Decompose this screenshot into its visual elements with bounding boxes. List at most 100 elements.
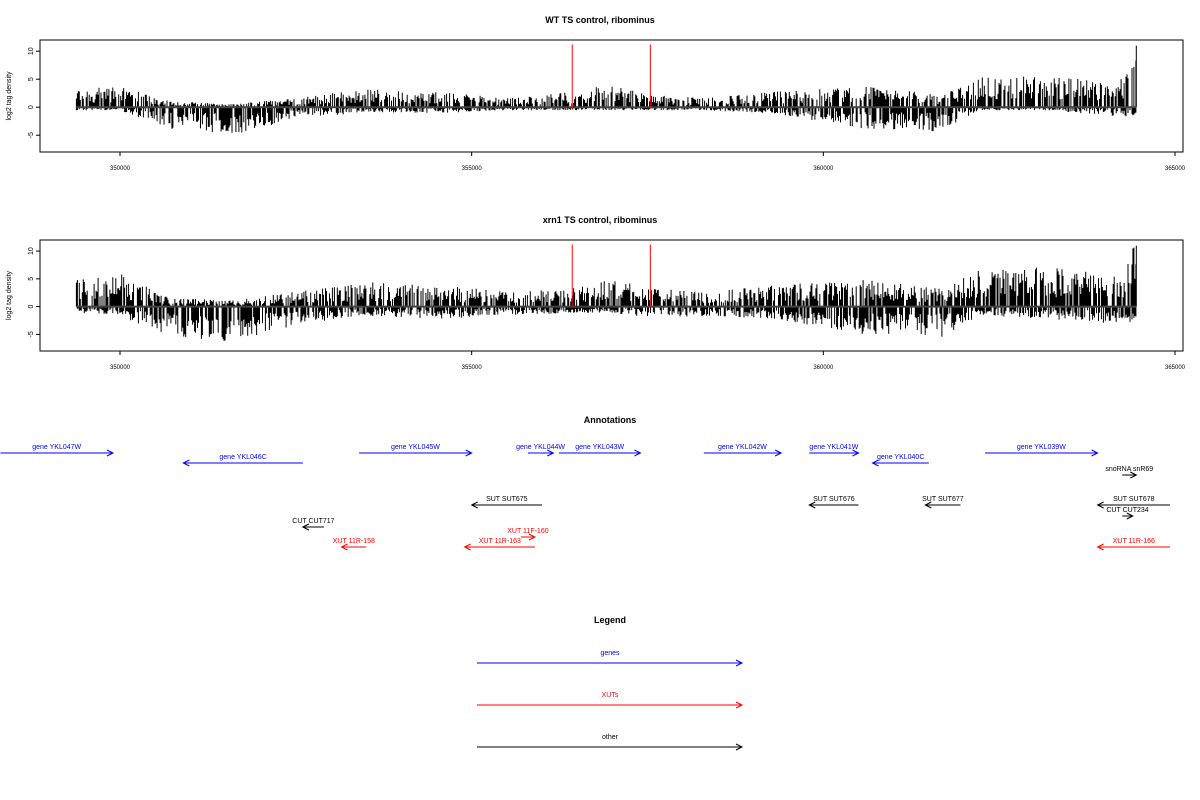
legend-arrow-head bbox=[735, 701, 744, 709]
annotation-label: gene YKL046C bbox=[219, 454, 266, 461]
annotation-item: gene YKL047W bbox=[0, 444, 115, 457]
annotation-arrow-head bbox=[1126, 512, 1134, 520]
annotation-label: gene YKL044W bbox=[516, 444, 565, 451]
annotation-arrow-head bbox=[1130, 471, 1138, 479]
density-bars bbox=[75, 245, 1137, 341]
legend-arrow-head bbox=[735, 659, 744, 667]
legend-title: Legend bbox=[594, 615, 626, 625]
annotation-label: gene YKL039W bbox=[1017, 444, 1066, 451]
annotation-arrow-head bbox=[106, 449, 115, 457]
annotation-item: gene YKL043W bbox=[558, 444, 642, 457]
annotation-label: gene YKL047W bbox=[32, 444, 81, 451]
y-tick-label: 10 bbox=[28, 247, 35, 255]
annotation-label: XUT 11R-158 bbox=[333, 538, 375, 545]
annotation-item: gene YKL041W bbox=[809, 444, 860, 457]
legend-item: other bbox=[477, 734, 744, 751]
annotation-item: SUT SUT676 bbox=[808, 496, 859, 509]
annotation-item: XUT 11R-158 bbox=[333, 538, 375, 551]
legend-label: genes bbox=[600, 650, 620, 657]
annotation-label: gene YKL042W bbox=[718, 444, 767, 451]
annotation-label: SUT SUT676 bbox=[813, 496, 855, 503]
annotation-item: gene YKL044W bbox=[516, 444, 565, 457]
annotation-arrow-head bbox=[634, 449, 642, 457]
annotation-arrow-head bbox=[924, 501, 932, 509]
y-tick-label: 0 bbox=[28, 305, 35, 309]
annotation-item: XUT 11F-160 bbox=[507, 528, 549, 541]
x-tick-label: 360000 bbox=[813, 365, 834, 371]
annotation-arrow-head bbox=[340, 543, 348, 551]
annotation-arrow-head bbox=[1096, 501, 1104, 509]
legend-arrow-head bbox=[735, 743, 744, 751]
annotation-item: gene YKL042W bbox=[703, 444, 783, 457]
x-tick-label: 360000 bbox=[813, 166, 834, 172]
y-axis-label: log2 tag density bbox=[6, 270, 13, 320]
x-tick-label: 365000 bbox=[1165, 166, 1186, 172]
density-bars bbox=[75, 45, 1137, 133]
y-tick-label: 0 bbox=[28, 105, 35, 109]
annotation-arrow-head bbox=[547, 449, 555, 457]
annotation-item: SUT SUT675 bbox=[470, 496, 542, 509]
annotation-item: gene YKL040C bbox=[871, 454, 929, 467]
y-tick-label: 10 bbox=[28, 47, 35, 55]
annotation-item: CUT CUT234 bbox=[1106, 507, 1149, 520]
annotation-label: CUT CUT234 bbox=[1106, 507, 1148, 514]
annotation-arrow-head bbox=[463, 543, 471, 551]
annotation-label: XUT 11R-163 bbox=[479, 538, 521, 545]
annotations-title: Annotations bbox=[584, 415, 637, 425]
x-tick-label: 355000 bbox=[462, 365, 483, 371]
annotation-item: XUT 11R-163 bbox=[463, 538, 535, 551]
x-tick-label: 365000 bbox=[1165, 365, 1186, 371]
annotation-arrow-head bbox=[528, 533, 537, 541]
annotation-item: XUT 11R-166 bbox=[1096, 538, 1170, 551]
annotation-label: SUT SUT677 bbox=[922, 496, 964, 503]
annotation-item: gene YKL045W bbox=[359, 444, 473, 457]
annotation-item: snoRNA snR69 bbox=[1105, 466, 1153, 479]
annotation-label: CUT CUT717 bbox=[292, 518, 334, 525]
annotation-arrow-head bbox=[774, 449, 783, 457]
plot-frame bbox=[39, 239, 1184, 352]
chart-title: xrn1 TS control, ribominus bbox=[543, 215, 658, 225]
annotation-label: gene YKL041W bbox=[809, 444, 858, 451]
x-tick-label: 350000 bbox=[110, 166, 131, 172]
chart-panel-wt: WT TS control, ribominus log2 tag density… bbox=[6, 15, 1186, 172]
y-tick-label: 5 bbox=[28, 77, 35, 81]
y-tick-label: -5 bbox=[28, 331, 35, 337]
annotation-item: gene YKL046C bbox=[182, 454, 303, 467]
y-tick-label: -5 bbox=[28, 132, 35, 138]
legend-label: XUTs bbox=[602, 692, 619, 699]
annotation-label: snoRNA snR69 bbox=[1105, 466, 1153, 473]
x-tick-label: 355000 bbox=[462, 166, 483, 172]
annotation-label: gene YKL040C bbox=[877, 454, 924, 461]
annotation-arrow-head bbox=[871, 459, 879, 467]
annotation-label: SUT SUT675 bbox=[486, 496, 528, 503]
y-axis-label: log2 tag density bbox=[6, 71, 13, 121]
annotation-arrow-head bbox=[182, 459, 190, 467]
annotation-arrow-head bbox=[470, 501, 478, 509]
annotation-arrow-head bbox=[301, 523, 310, 531]
annotation-label: XUT 11F-160 bbox=[507, 528, 548, 535]
annotation-item: gene YKL039W bbox=[985, 444, 1099, 457]
annotation-item: SUT SUT677 bbox=[922, 496, 964, 509]
legend-label: other bbox=[602, 734, 619, 741]
chart-title: WT TS control, ribominus bbox=[545, 15, 655, 25]
y-tick-label: 5 bbox=[28, 277, 35, 281]
annotation-arrow-head bbox=[852, 449, 860, 457]
annotation-arrow-head bbox=[1091, 449, 1099, 457]
x-tick-label: 350000 bbox=[110, 365, 131, 371]
annotations-panel: Annotations gene YKL047W gene YKL046C gene … bbox=[0, 415, 1170, 551]
annotation-arrow-head bbox=[465, 449, 473, 457]
legend-item: genes bbox=[477, 650, 744, 667]
plot-frame bbox=[39, 39, 1184, 153]
legend-panel: Legend genes XUTs other bbox=[477, 615, 744, 751]
chart-panel-xrn1: xrn1 TS control, ribominus log2 tag densi… bbox=[6, 215, 1186, 371]
annotation-label: gene YKL043W bbox=[575, 444, 624, 451]
annotation-arrow-head bbox=[1096, 543, 1104, 551]
annotation-label: gene YKL045W bbox=[391, 444, 440, 451]
annotation-label: XUT 11R-166 bbox=[1113, 538, 1155, 545]
annotation-label: SUT SUT678 bbox=[1113, 496, 1155, 503]
annotation-arrow-head bbox=[808, 501, 816, 509]
annotation-item: SUT SUT678 bbox=[1096, 496, 1170, 509]
annotation-item: CUT CUT717 bbox=[292, 518, 335, 531]
legend-item: XUTs bbox=[477, 692, 744, 709]
